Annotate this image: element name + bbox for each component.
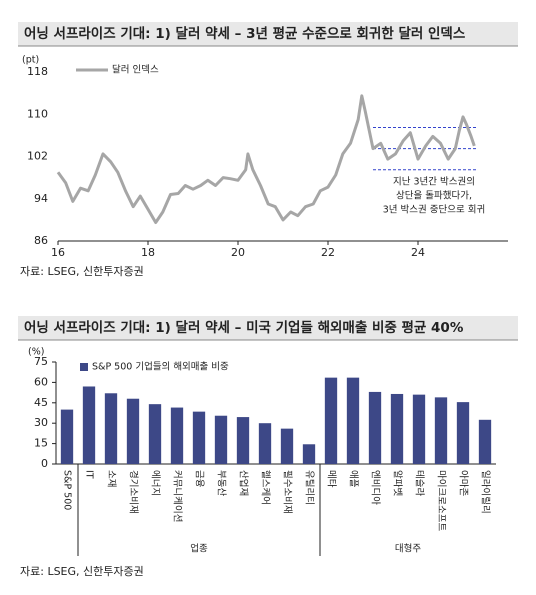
x-tick-label: 알파벳 — [392, 470, 403, 496]
x-tick-label: 애플 — [348, 470, 359, 488]
bar — [170, 407, 184, 464]
y-tick-label: 15 — [34, 437, 48, 450]
y-tick-label: 102 — [27, 150, 48, 163]
y-tick-label: 45 — [34, 396, 48, 409]
x-tick-label: 금융 — [194, 470, 205, 488]
x-tick-label: 일라이릴리 — [480, 470, 491, 514]
y-tick-label: 110 — [27, 107, 48, 120]
x-tick-label: 18 — [141, 246, 155, 259]
group-label: 업종 — [190, 543, 208, 555]
y-tick-label: 75 — [34, 355, 48, 368]
legend-label: 달러 인덱스 — [112, 64, 159, 76]
bar — [302, 444, 316, 464]
x-tick-label: 22 — [321, 246, 335, 259]
source: 자료: LSEG, 신한투자증권 — [20, 265, 144, 278]
y-unit: (%) — [28, 347, 44, 358]
legend-swatch — [80, 363, 88, 371]
x-tick-label: 24 — [411, 246, 425, 259]
chart-title: 어닝 서프라이즈 기대: 1) 달러 약세 – 미국 기업들 해외매출 비중 평… — [24, 319, 464, 336]
bar — [258, 423, 272, 464]
y-tick-label: 0 — [41, 457, 48, 470]
x-tick-label: 에너지 — [150, 470, 161, 496]
chart-title: 어닝 서프라이즈 기대: 1) 달러 약세 – 3년 평균 수준으로 회귀한 달… — [24, 25, 466, 42]
x-tick-label: 산업재 — [238, 470, 250, 496]
y-unit: (pt) — [22, 55, 39, 66]
bar — [82, 386, 96, 464]
bar — [324, 377, 338, 464]
x-tick-label: 경기소비재 — [128, 470, 140, 514]
annotation: 3년 박스권 중단으로 회귀 — [383, 204, 486, 216]
x-tick-label: 헬스케어 — [260, 470, 271, 505]
bar — [390, 393, 404, 464]
bar — [368, 391, 382, 464]
bar — [126, 398, 140, 464]
legend-label: S&P 500 기업들의 해외매출 비중 — [92, 361, 229, 373]
line — [56, 94, 476, 224]
x-tick-label: 20 — [231, 246, 245, 259]
group-label: 대형주 — [395, 544, 421, 555]
bar — [346, 377, 360, 464]
x-tick-label: 16 — [51, 246, 65, 259]
y-tick-label: 30 — [34, 416, 48, 429]
y-tick-label: 86 — [34, 234, 48, 247]
x-tick-label: 유틸리티 — [304, 470, 316, 505]
annotation: 지난 3년간 박스권의 — [393, 176, 475, 188]
y-tick-label: 118 — [27, 65, 48, 78]
bar — [214, 415, 228, 464]
x-tick-label: 메타 — [326, 470, 337, 488]
bar — [412, 394, 426, 464]
bar — [60, 409, 74, 464]
y-tick-label: 60 — [34, 375, 48, 388]
x-tick-label: 부동산 — [216, 470, 227, 496]
bar — [104, 393, 118, 464]
x-tick-label: S&P 500 — [62, 470, 73, 510]
bar — [192, 411, 206, 464]
x-tick-label: 아마존 — [458, 470, 469, 496]
annotation: 상단을 돌파했다가, — [396, 190, 472, 202]
x-tick-label: 커뮤니케이션 — [172, 470, 183, 522]
x-tick-label: 테슬라 — [414, 470, 425, 496]
bar — [434, 397, 448, 464]
x-tick-label: 엔비디아 — [370, 470, 381, 505]
header-bar — [18, 22, 518, 46]
bar — [236, 417, 250, 464]
bar — [280, 428, 294, 464]
header-bar — [18, 316, 518, 340]
x-tick-label: 마이크로소프트 — [436, 470, 447, 531]
y-tick-label: 94 — [34, 192, 48, 205]
x-tick-label: 소재 — [106, 470, 117, 487]
source: 자료: LSEG, 신한투자증권 — [20, 565, 144, 578]
bar — [478, 419, 492, 464]
x-tick-label: 필수소비재 — [282, 470, 294, 514]
bar — [148, 404, 162, 464]
x-tick-label: IT — [84, 470, 95, 479]
bar — [456, 402, 470, 464]
